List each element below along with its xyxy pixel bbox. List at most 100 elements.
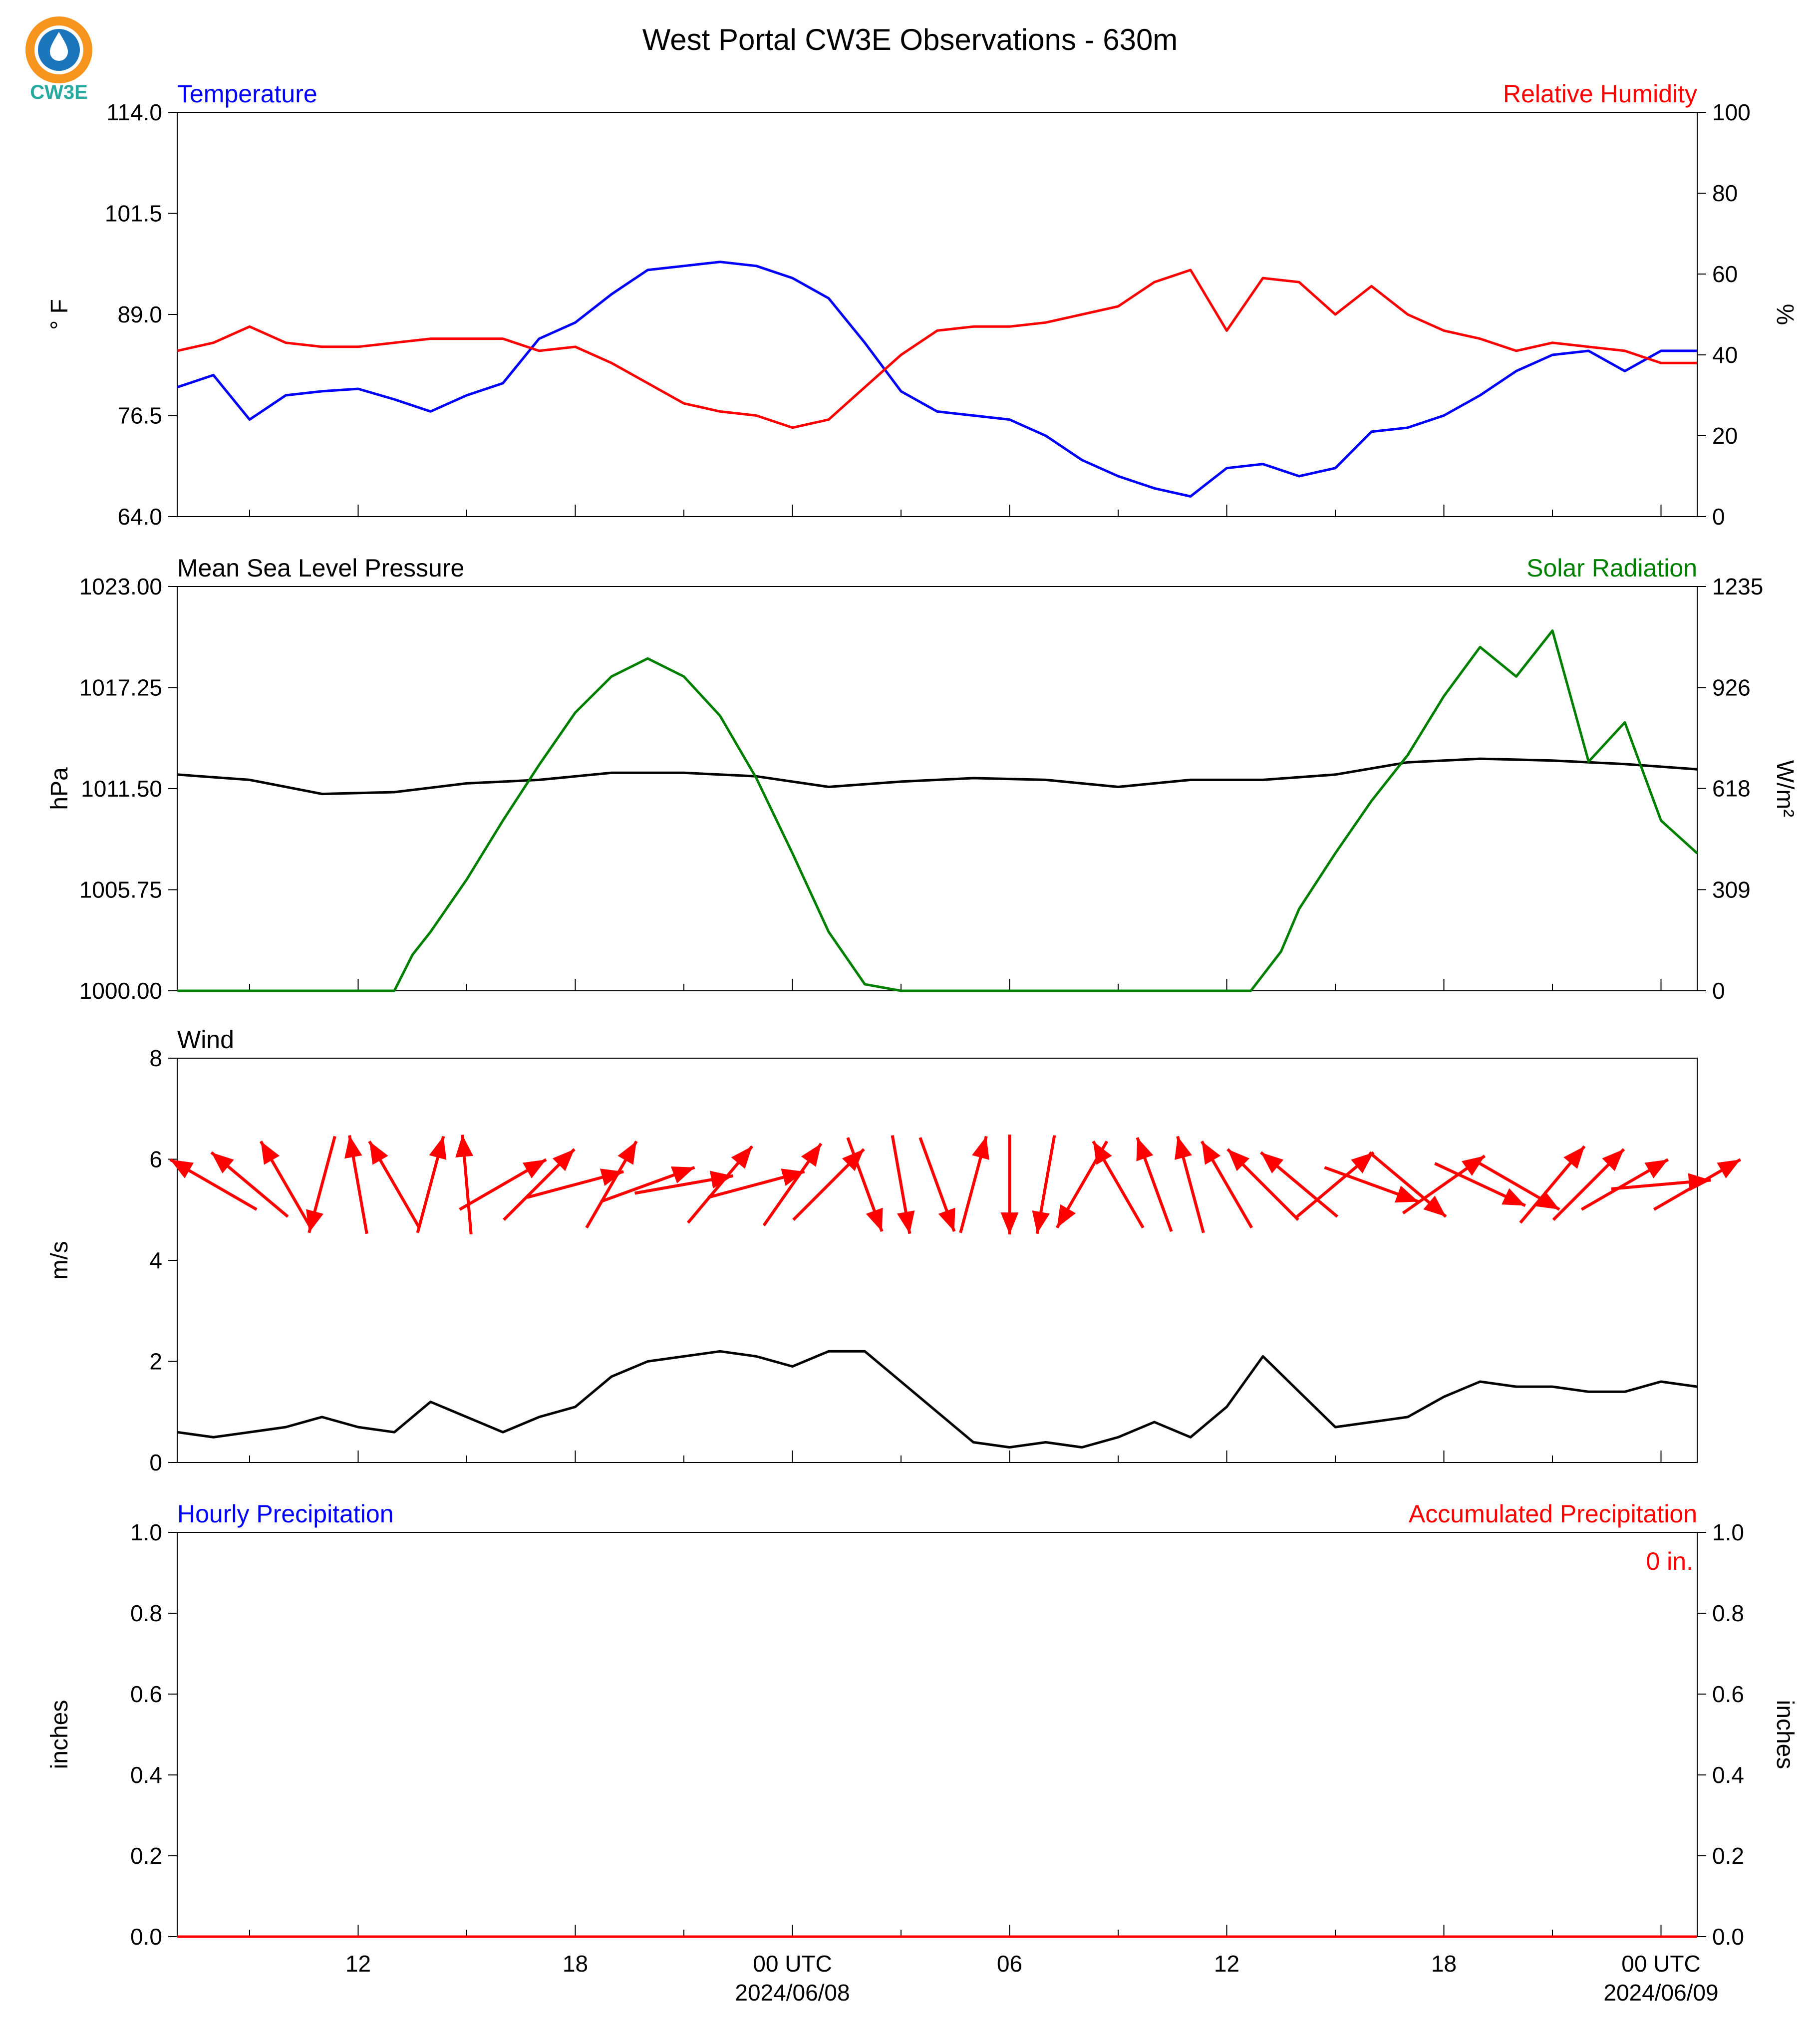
series-line-1 xyxy=(177,1350,1698,1449)
panel-4: 0.0 0.2 0.4 0.6 0.8 1.0 0.0 0.2 0.4 0.6 0.8 1.0 Hour… xyxy=(46,1500,1798,1950)
wind-arrow-head xyxy=(455,1135,474,1158)
wind-arrow-head xyxy=(1000,1212,1019,1235)
y-tick-label-left: 1000.00 xyxy=(79,978,162,1004)
y-tick-label-left: 4 xyxy=(149,1247,162,1273)
y-axis-label-left: hPa xyxy=(46,767,73,810)
wind-arrow-head xyxy=(1351,1152,1374,1173)
wind-arrow-head xyxy=(1535,1190,1560,1210)
x-tick-label: 12 xyxy=(345,1951,371,1977)
y-tick-label-right: 0.4 xyxy=(1712,1762,1744,1788)
y-tick-label-right: 60 xyxy=(1712,261,1738,287)
panel-title-right: Solar Radiation xyxy=(1526,554,1697,582)
x-tick-label: 18 xyxy=(563,1951,588,1977)
y-tick-label-right: 40 xyxy=(1712,342,1738,368)
y-tick-label-right: 309 xyxy=(1712,876,1751,902)
y-tick-label-left: 0.6 xyxy=(130,1681,162,1707)
wind-arrow-head xyxy=(938,1207,955,1232)
y-tick-label-left: 1011.50 xyxy=(81,776,162,802)
plot-frame xyxy=(177,1058,1698,1463)
plot-frame xyxy=(177,1532,1698,1937)
plot-frame xyxy=(177,112,1698,517)
wind-arrow-head xyxy=(1502,1188,1525,1206)
y-tick-label-left: 0.2 xyxy=(130,1843,162,1869)
x-date-label: 2024/06/08 xyxy=(735,1980,850,2006)
y-tick-label-right: 1.0 xyxy=(1712,1519,1744,1545)
wind-arrow-head xyxy=(897,1210,915,1234)
y-axis-label-right: % xyxy=(1772,304,1798,325)
wind-arrow-head xyxy=(1093,1141,1112,1165)
y-tick-label-right: 80 xyxy=(1712,180,1738,206)
x-tick-label: 00 UTC xyxy=(1621,1951,1700,1977)
wind-arrow-head xyxy=(1462,1156,1485,1176)
wind-arrow-head xyxy=(972,1136,989,1160)
wind-arrow-head xyxy=(866,1207,883,1232)
y-axis-label-right: W/m² xyxy=(1772,760,1798,818)
accumulated-total-label: 0 in. xyxy=(1646,1547,1693,1575)
wind-arrow-head xyxy=(1136,1138,1154,1161)
y-tick-label-right: 100 xyxy=(1712,99,1751,125)
wind-arrow-head xyxy=(1563,1146,1585,1169)
y-axis-label-left: inches xyxy=(46,1700,73,1769)
series-line-2 xyxy=(177,269,1697,429)
wind-arrow-head xyxy=(781,1168,805,1186)
y-axis-label-left: ° F xyxy=(46,299,73,330)
wind-arrow-head xyxy=(1175,1136,1192,1160)
y-tick-label-left: 114.0 xyxy=(106,99,162,125)
y-tick-label-right: 0.0 xyxy=(1712,1924,1744,1950)
x-tick-label: 00 UTC xyxy=(753,1951,832,1977)
plot-frame xyxy=(177,586,1698,991)
y-tick-label-right: 0 xyxy=(1712,978,1725,1004)
wind-arrow-head xyxy=(522,1159,547,1178)
y-tick-label-left: 8 xyxy=(149,1045,162,1071)
figure-title: West Portal CW3E Observations - 630m xyxy=(642,23,1178,56)
wind-arrow-head xyxy=(1644,1159,1668,1178)
y-tick-label-right: 618 xyxy=(1712,776,1751,802)
series-line-2 xyxy=(177,629,1698,992)
y-tick-label-right: 1235 xyxy=(1712,574,1763,599)
y-tick-label-left: 0.4 xyxy=(130,1762,162,1788)
y-tick-label-left: 64.0 xyxy=(117,504,162,530)
wind-arrow-head xyxy=(1717,1159,1741,1178)
logo-drop-icon xyxy=(50,32,68,61)
panel-2: 1000.00 1005.75 1011.50 1017.25 1023.00 0 309 6… xyxy=(46,554,1798,1004)
y-tick-label-left: 6 xyxy=(149,1147,162,1172)
panel-title-right: Accumulated Precipitation xyxy=(1409,1500,1697,1528)
wind-arrow-head xyxy=(429,1136,447,1160)
wind-arrow-head xyxy=(1032,1210,1050,1234)
series-line-1 xyxy=(177,757,1698,796)
x-tick-label: 18 xyxy=(1431,1951,1457,1977)
wind-arrow-head xyxy=(731,1146,752,1169)
y-tick-label-left: 1017.25 xyxy=(79,675,162,701)
y-tick-label-left: 2 xyxy=(149,1349,162,1375)
wind-arrow-head xyxy=(1057,1204,1076,1228)
wind-arrow-head xyxy=(1260,1152,1284,1173)
wind-arrow-head xyxy=(211,1152,234,1173)
wind-arrow-head xyxy=(261,1141,280,1165)
y-tick-label-left: 0.8 xyxy=(130,1600,162,1626)
x-date-label: 2024/06/09 xyxy=(1603,1980,1718,2006)
wind-arrow-head xyxy=(306,1209,323,1233)
y-tick-label-left: 101.5 xyxy=(105,201,162,227)
y-tick-label-left: 1.0 xyxy=(130,1519,162,1545)
wind-arrow-head xyxy=(1423,1195,1446,1217)
logo-sun-ring xyxy=(25,16,92,83)
y-tick-label-left: 1023.00 xyxy=(79,574,162,599)
cw3e-logo: CW3E xyxy=(25,16,92,103)
y-tick-label-right: 20 xyxy=(1712,423,1738,449)
y-axis-label-right: inches xyxy=(1772,1700,1798,1769)
wind-arrow-head xyxy=(842,1149,864,1171)
y-tick-label-right: 0 xyxy=(1712,504,1725,530)
y-tick-label-left: 0 xyxy=(149,1449,162,1475)
panel-title-left: Mean Sea Level Pressure xyxy=(177,554,464,582)
wind-arrow-head xyxy=(170,1159,194,1178)
y-tick-label-left: 76.5 xyxy=(117,403,162,429)
y-tick-label-left: 89.0 xyxy=(117,301,162,327)
panel-title-left: Temperature xyxy=(177,80,317,108)
y-tick-label-right: 926 xyxy=(1712,675,1751,701)
wind-arrow-head xyxy=(1227,1149,1250,1171)
y-tick-label-left: 0.0 xyxy=(130,1924,162,1950)
panel-1: 64.0 76.5 89.0 101.5 114.0 0 20 40 60 80 100 Temper… xyxy=(46,80,1798,530)
series-line-1 xyxy=(177,261,1697,498)
wind-arrow-head xyxy=(1394,1185,1419,1203)
